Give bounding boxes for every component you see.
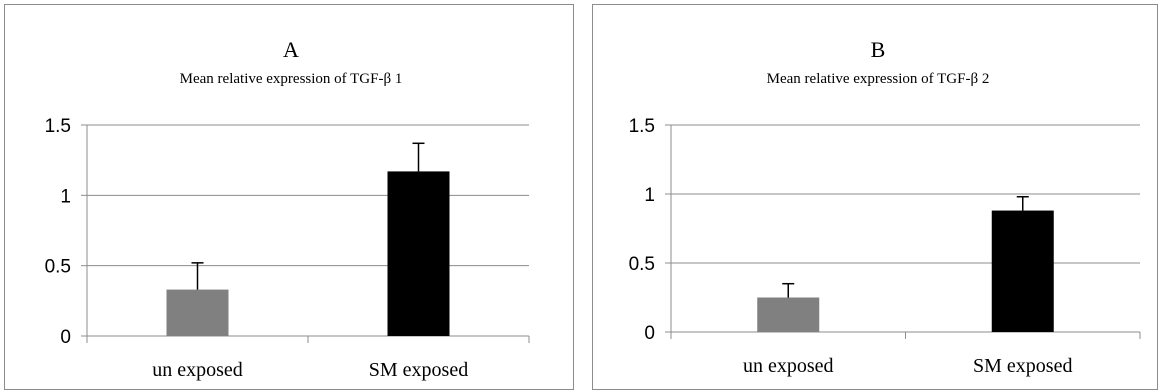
chart-b-ytick-label: 0 [644,323,655,344]
chart-b-ytick-label: 1.5 [629,116,655,137]
chart-a-category-label: un exposed [152,359,243,381]
chart-panel-b: B Mean relative expression of TGF-β 2 0 0… [592,4,1158,390]
chart-b-svg: B Mean relative expression of TGF-β 2 0 0… [629,37,1141,377]
chart-b-category-label: un exposed [743,355,834,377]
chart-a-title: A [283,37,299,62]
chart-b-bar-unexposed [757,297,820,332]
chart-a-ytick-label: 1 [60,186,71,207]
chart-a-ytick-label: 1.5 [45,116,71,137]
chart-a-svg: A Mean relative expression of TGF-β 1 0 0… [45,37,530,381]
chart-a-subtitle: Mean relative expression of TGF-β 1 [180,71,403,87]
chart-b-ytick-label: 0.5 [629,254,655,275]
chart-b-category-label: SM exposed [973,355,1072,377]
chart-panel-a: A Mean relative expression of TGF-β 1 0 0… [4,4,574,390]
chart-b-ytick-label: 1 [644,185,655,206]
chart-a-category-label: SM exposed [369,359,468,381]
chart-b-title: B [871,37,886,62]
chart-a-bar-sm-exposed [387,171,450,336]
chart-b-subtitle: Mean relative expression of TGF-β 2 [767,71,990,87]
chart-a-ytick-label: 0.5 [45,257,71,278]
chart-b-bar-sm-exposed [991,210,1054,332]
chart-a-ytick-label: 0 [60,327,71,348]
chart-a-bar-unexposed [166,289,229,336]
